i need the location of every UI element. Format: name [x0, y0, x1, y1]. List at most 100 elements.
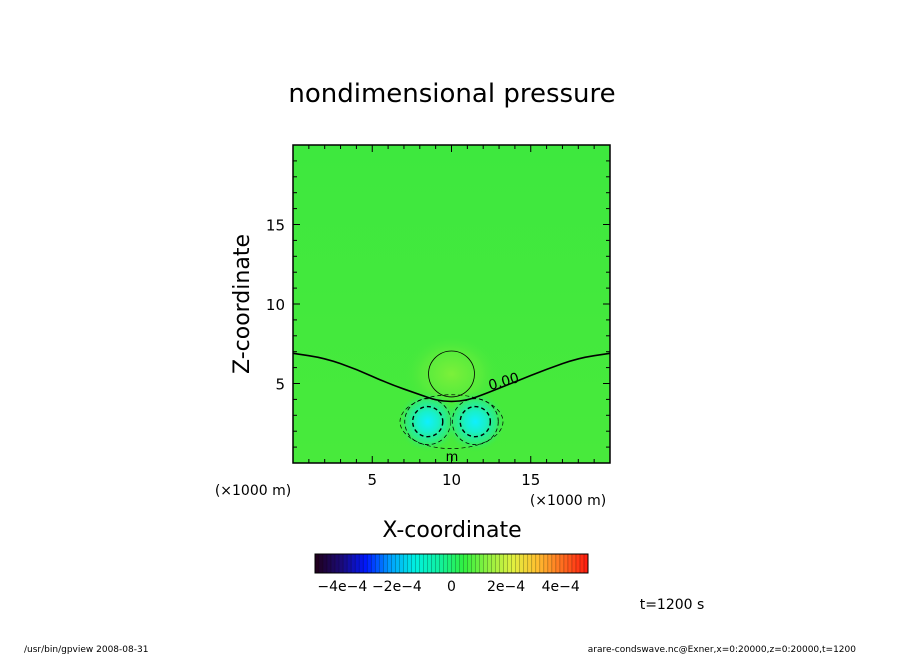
colorbar-swatch	[571, 554, 577, 573]
x-tick-label: 5	[367, 471, 377, 489]
colorbar-swatch	[559, 554, 565, 573]
colorbar-swatch	[451, 554, 456, 573]
colorbar-swatch	[479, 554, 484, 573]
colorbar-swatch	[563, 554, 569, 573]
colorbar-swatch	[543, 554, 549, 573]
colorbar-swatch	[483, 554, 488, 573]
pressure-low-envelope	[399, 394, 504, 449]
colorbar-swatch	[411, 554, 416, 573]
colorbar-swatch	[315, 554, 320, 573]
z-unit-label: (×1000 m)	[215, 483, 291, 499]
colorbar-swatch	[475, 554, 480, 573]
x-unit-label: (×1000 m)	[530, 493, 606, 509]
colorbar-swatch	[335, 554, 340, 573]
colorbar-swatch	[375, 554, 380, 573]
colorbar-swatch	[327, 554, 332, 573]
x-axis-label: X-coordinate	[382, 518, 521, 543]
colorbar-swatch	[423, 554, 428, 573]
colorbar-tick-label: 4e−4	[542, 579, 580, 595]
pressure-high-contour	[428, 350, 475, 398]
colorbar-swatch	[515, 554, 521, 573]
colorbar-swatch	[343, 554, 348, 573]
colorbar-swatch	[491, 554, 496, 573]
time-label: t=1200 s	[640, 597, 705, 613]
colorbar-swatch	[531, 554, 537, 573]
colorbar-swatch	[551, 554, 557, 573]
colorbar-swatch	[399, 554, 404, 573]
colorbar-swatch	[539, 554, 545, 573]
colorbar-swatch	[527, 554, 533, 573]
footer-right: arare-condswave.nc@Exner,x=0:20000,z=0:2…	[588, 645, 857, 654]
plot-area	[293, 145, 610, 463]
colorbar-swatch	[507, 554, 513, 573]
z-tick-label: 10	[266, 296, 285, 314]
pressure-low-blob-2	[445, 391, 506, 452]
chart-title: nondimensional pressure	[288, 79, 615, 109]
colorbar-swatch	[463, 554, 468, 573]
colorbar-swatch	[519, 554, 525, 573]
zero-contour	[293, 352, 610, 403]
colorbar-swatch	[355, 554, 360, 573]
colorbar-swatch	[471, 554, 476, 573]
colorbar-swatch	[567, 554, 573, 573]
colorbar-swatch	[503, 554, 509, 573]
colorbar-swatch	[403, 554, 408, 573]
footer-left: /usr/bin/gpview 2008-08-31	[24, 645, 148, 654]
pressure-low-contour-mid-2	[451, 398, 499, 446]
colorbar-swatch	[427, 554, 432, 573]
colorbar-swatch	[383, 554, 388, 573]
colorbar-swatch	[487, 554, 492, 573]
pressure-low-contour-inner-2	[459, 405, 492, 438]
colorbar-swatch	[351, 554, 356, 573]
colorbar-swatch	[339, 554, 344, 573]
colorbar-tick-label: −2e−4	[372, 579, 422, 595]
pressure-low-contour-inner-1	[411, 405, 444, 438]
colorbar-swatch	[391, 554, 396, 573]
colorbar-frame	[314, 553, 589, 574]
colorbar-swatch	[379, 554, 384, 573]
colorbar-swatch	[579, 554, 585, 573]
x-tick-label: 10	[442, 471, 461, 489]
colorbar-swatch	[387, 554, 392, 573]
colorbar-swatch	[331, 554, 336, 573]
colorbar-swatch	[359, 554, 364, 573]
contour-label-min: m	[446, 450, 459, 465]
colorbar-swatch	[407, 554, 412, 573]
z-tick-label: 5	[275, 376, 285, 394]
colorbar-tick-label: −4e−4	[317, 579, 367, 595]
colorbar-swatch	[547, 554, 553, 573]
colorbar-swatch	[555, 554, 561, 573]
colorbar-swatch	[419, 554, 424, 573]
colorbar-swatch	[535, 554, 541, 573]
colorbar-tick-label: 0	[447, 579, 456, 595]
pressure-low-blob-1	[397, 391, 458, 452]
colorbar-swatch	[523, 554, 529, 573]
colorbar-swatch	[583, 554, 589, 573]
colorbar-swatch	[443, 554, 448, 573]
colorbar-tick-label: 2e−4	[487, 579, 525, 595]
colorbar-swatch	[447, 554, 452, 573]
colorbar-swatch	[323, 554, 328, 573]
x-tick-label: 15	[521, 471, 540, 489]
colorbar-swatch	[435, 554, 440, 573]
colorbar-swatch	[459, 554, 464, 573]
colorbar-swatch	[367, 554, 372, 573]
colorbar-swatch	[431, 554, 436, 573]
colorbar-swatch	[371, 554, 376, 573]
colorbar-swatch	[455, 554, 460, 573]
colorbar-swatch	[415, 554, 420, 573]
colorbar-swatch	[319, 554, 324, 573]
colorbar-swatch	[511, 554, 517, 573]
y-axis-label: Z-coordinate	[230, 234, 255, 374]
colorbar-swatch	[347, 554, 352, 573]
colorbar-swatch	[467, 554, 472, 573]
colorbar	[314, 554, 589, 573]
colorbar-swatch	[499, 554, 504, 573]
colorbar-swatch	[495, 554, 500, 573]
colorbar-swatch	[363, 554, 368, 573]
colorbar-swatch	[395, 554, 400, 573]
colorbar-swatch	[575, 554, 581, 573]
z-tick-label: 15	[266, 217, 285, 235]
colorbar-swatch	[439, 554, 444, 573]
